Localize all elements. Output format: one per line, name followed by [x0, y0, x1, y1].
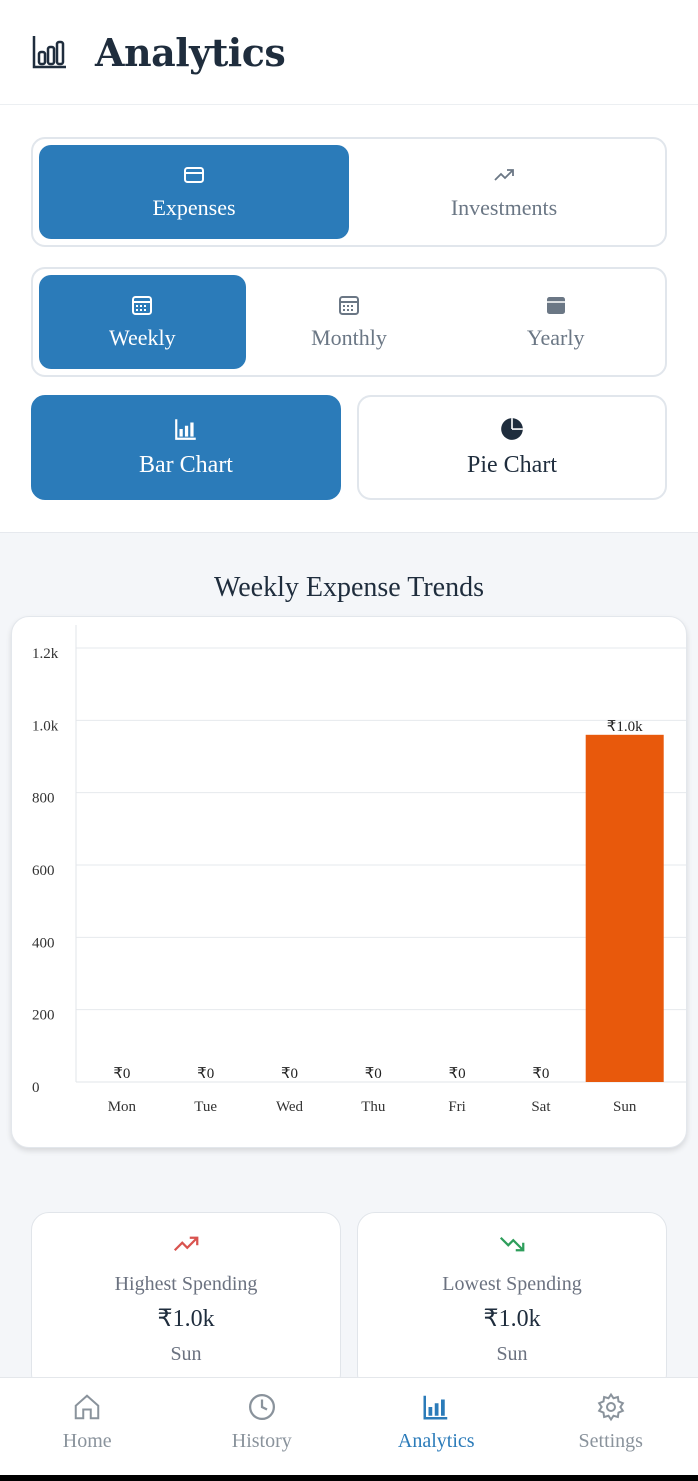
header: Analytics [0, 0, 698, 105]
x-tick-label: Sat [531, 1099, 551, 1115]
stat-value: ₹1.0k [483, 1306, 541, 1332]
system-bar [0, 1475, 698, 1481]
value-label: ₹0 [449, 1066, 466, 1082]
y-tick-label: 1.0k [32, 718, 59, 734]
icon [494, 169, 514, 181]
option-label: Weekly [109, 325, 176, 350]
button-label: Pie Chart [467, 452, 557, 478]
stat-day: Sun [496, 1343, 528, 1365]
y-tick-label: 600 [32, 863, 55, 879]
y-tick-label: 0 [32, 1080, 40, 1096]
bottom-nav: Home History Analytics Settings [0, 1377, 698, 1475]
icon [339, 296, 359, 315]
chart-card: 0 200 400 600 800 1.0k 1.2k Mon ₹0 Tue ₹0 Wed ₹0 Thu ₹… [11, 616, 687, 1148]
x-tick-label: Fri [448, 1099, 466, 1115]
x-tick-label: Sun [613, 1099, 637, 1115]
nav-label: Settings [578, 1430, 643, 1452]
nav-tab[interactable]: Settings [524, 1378, 698, 1475]
value-label: ₹0 [113, 1066, 130, 1082]
y-tick-label: 200 [32, 1008, 55, 1024]
stat-label: Lowest Spending [442, 1273, 582, 1295]
option-label: Yearly [526, 325, 585, 350]
toggle-option[interactable]: Expenses [39, 145, 349, 239]
chart-type-button[interactable]: Pie Chart [357, 395, 667, 500]
x-tick-label: Wed [276, 1099, 304, 1115]
type-toggle: Expenses Investments [31, 137, 667, 247]
period-toggle: Weekly Monthly Yearly [31, 267, 667, 377]
value-label: ₹0 [197, 1066, 214, 1082]
page-title: Analytics [95, 30, 286, 75]
nav-label: History [231, 1430, 292, 1452]
bar [585, 734, 664, 1082]
nav-tab[interactable]: History [175, 1378, 350, 1475]
value-label: ₹0 [365, 1066, 382, 1082]
nav-label: Analytics [397, 1430, 475, 1452]
y-tick-label: 1.2k [32, 646, 59, 662]
icon [132, 296, 153, 315]
icon [184, 167, 204, 183]
stat-card: Highest Spending ₹1.0k Sun [31, 1212, 341, 1392]
nav-tab[interactable]: Home [0, 1378, 175, 1475]
value-label: ₹0 [281, 1066, 298, 1082]
y-tick-label: 400 [32, 935, 55, 951]
y-tick-label: 800 [32, 791, 55, 807]
chart: 0 200 400 600 800 1.0k 1.2k Mon ₹0 Tue ₹0 Wed ₹0 Thu ₹… [32, 625, 686, 1115]
nav-tab[interactable]: Analytics [349, 1378, 524, 1475]
x-tick-label: Thu [361, 1099, 386, 1115]
icon [175, 419, 196, 440]
icon [248, 1394, 275, 1420]
stat-value: ₹1.0k [157, 1306, 215, 1332]
stat-day: Sun [170, 1343, 202, 1365]
value-label: ₹0 [532, 1066, 549, 1082]
icon [423, 1395, 448, 1420]
chart-type-button[interactable]: Bar Chart [31, 395, 341, 500]
option-label: Expenses [152, 195, 236, 220]
toggle-option[interactable]: Monthly [246, 275, 453, 369]
icon [75, 1394, 100, 1420]
option-label: Monthly [311, 325, 387, 350]
x-tick-label: Tue [194, 1099, 217, 1115]
nav-label: Home [62, 1430, 112, 1452]
icon [499, 1236, 525, 1252]
toggle-option[interactable]: Investments [349, 145, 659, 239]
option-label: Investments [450, 195, 558, 220]
icon [173, 1236, 199, 1252]
value-label: ₹1.0k [607, 719, 643, 735]
icon [501, 418, 523, 440]
stat-card: Lowest Spending ₹1.0k Sun [357, 1212, 667, 1392]
x-tick-label: Mon [108, 1099, 137, 1115]
toggle-option[interactable]: Yearly [452, 275, 659, 369]
header-icon [32, 36, 66, 69]
button-label: Bar Chart [139, 452, 233, 478]
icon [597, 1392, 625, 1422]
chart-title: Weekly Expense Trends [214, 572, 484, 603]
toggle-option[interactable]: Weekly [39, 275, 246, 369]
stat-label: Highest Spending [114, 1273, 258, 1295]
icon [546, 297, 565, 314]
